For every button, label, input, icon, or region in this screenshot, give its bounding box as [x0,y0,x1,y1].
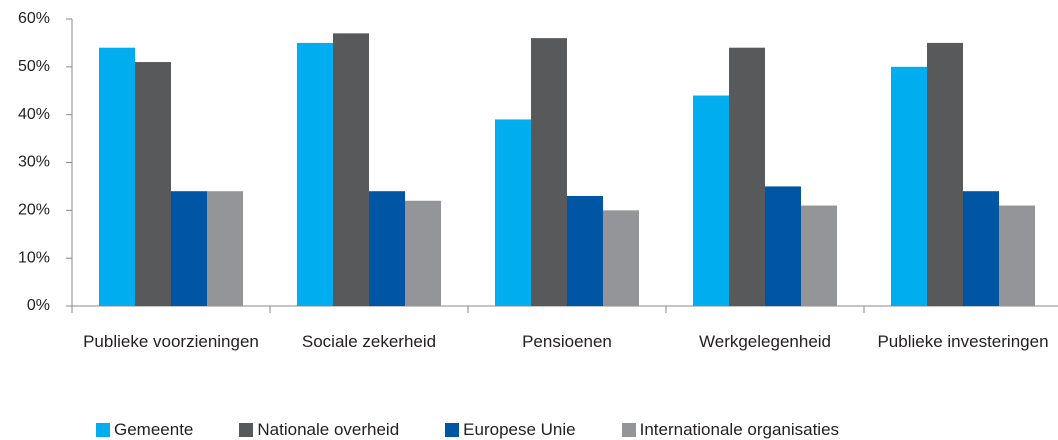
legend-label: Internationale organisaties [639,420,840,439]
y-tick-label: 20% [18,202,50,219]
legend-swatch [445,423,460,437]
legend-label: Nationale overheid [257,420,400,439]
bar [567,195,603,306]
x-tick-label: Publieke investeringen [877,332,1049,351]
bar [729,47,765,306]
bar [99,47,135,306]
bar [333,33,369,306]
legend-label: Gemeente [114,420,194,439]
y-tick-label: 50% [18,58,50,75]
legend-item: Gemeente [96,420,193,440]
legend-item: Internationale organisaties [621,420,840,440]
bar [927,42,963,307]
legend-item: Nationale overheid [239,420,399,440]
x-tick-label: Pensioenen [522,332,612,351]
bar [495,119,531,306]
bar [369,191,405,306]
legend-swatch [621,423,636,437]
bar [891,66,927,306]
legend-label: Europese Unie [463,420,576,439]
legend-swatch [239,423,254,437]
bar [765,186,801,306]
y-tick-label: 10% [18,249,50,266]
bar [531,38,567,307]
y-tick-label: 40% [18,106,50,123]
bar [801,205,837,306]
y-tick-label: 0% [27,297,50,314]
x-tick-label: Sociale zekerheid [301,332,437,351]
legend-item: Europese Unie [445,420,576,440]
bar [171,191,207,306]
x-tick-label: Publieke voorzieningen [83,332,259,351]
bar [297,42,333,307]
bar [963,191,999,306]
bar [135,62,171,306]
bar [999,205,1035,306]
legend: Gemeente Nationale overheid Europese Unie I… [96,420,885,440]
bar [207,191,243,306]
y-tick-label: 60% [18,10,50,27]
legend-swatch [96,423,110,437]
bar [603,210,639,306]
bar [405,200,441,306]
y-tick-label: 30% [18,154,50,171]
bar [693,95,729,307]
x-tick-label: Werkgelegenheid [699,332,831,351]
